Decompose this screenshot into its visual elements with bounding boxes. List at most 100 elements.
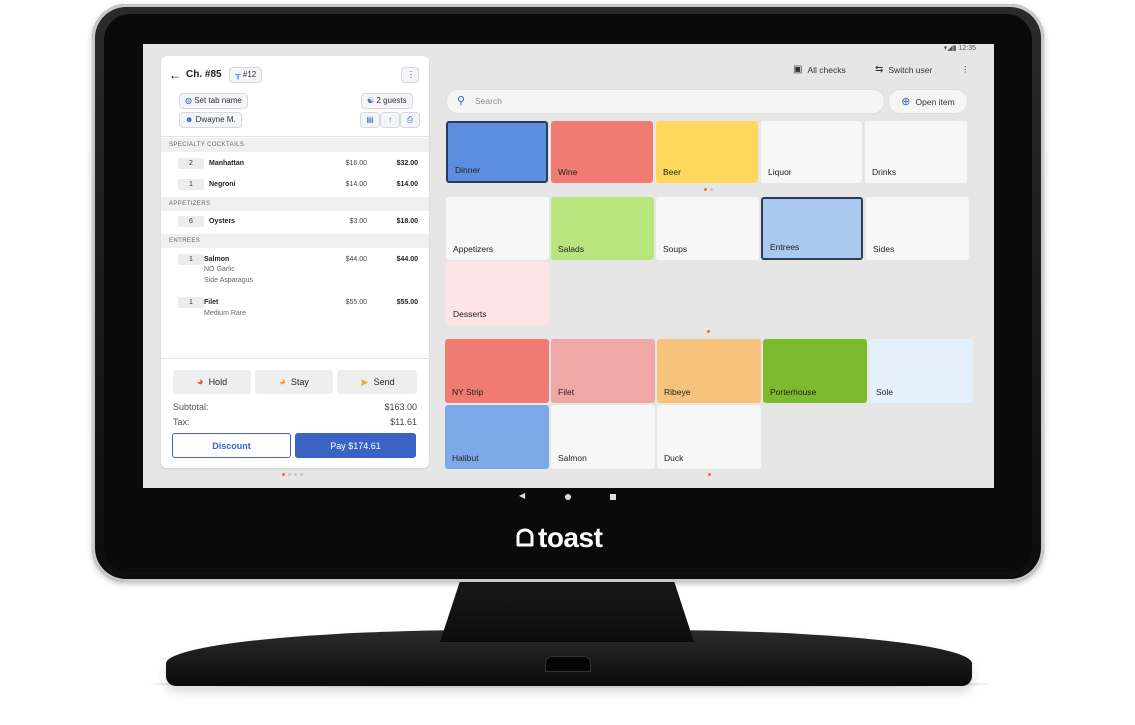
category-tile[interactable]: Desserts [446, 262, 549, 325]
tile-label: Liquor [768, 167, 792, 177]
item-price: $16.00 [345, 160, 367, 167]
send-icon: ➤ [359, 376, 369, 389]
tile-label: Appetizers [453, 244, 494, 254]
category-tile[interactable]: Soups [656, 197, 759, 260]
section-header: APPETIZERS [161, 197, 429, 211]
category-tile[interactable]: Sides [866, 197, 969, 260]
split-icon[interactable]: ▤ [360, 112, 380, 128]
server-button[interactable]: ☻ Dwayne M. [179, 112, 242, 128]
menu-group-tile[interactable]: Dinner [446, 121, 548, 183]
tax-value: $11.61 [390, 417, 417, 427]
send-button[interactable]: ➤ Send [337, 370, 417, 394]
page-dot-active [704, 188, 707, 191]
menu-group-tile[interactable]: Drinks [865, 121, 967, 183]
menu-item-tile[interactable]: Sole [869, 339, 973, 403]
search-icon: ⚲ [457, 95, 466, 107]
tile-label: Salads [558, 244, 584, 254]
page-dot-active [707, 330, 710, 333]
more-icon[interactable]: ⋮ [401, 67, 419, 83]
user-icon: ☻ [185, 115, 194, 124]
send-label: Send [373, 377, 395, 387]
hold-button[interactable]: ◕ Hold [173, 370, 251, 394]
check-panel: ← Ch. #85 ╥ #12 ⋮ ◍ Set tab name ☯ 2 gue… [161, 56, 429, 468]
menu-group-tile[interactable]: Wine [551, 121, 653, 183]
menu-item-tile[interactable]: Salmon [551, 405, 655, 469]
menu-item-tile[interactable]: Filet [551, 339, 655, 403]
pay-button[interactable]: Pay $174.61 [295, 433, 416, 458]
home-nav-icon[interactable] [565, 494, 571, 500]
back-arrow-icon[interactable]: ← [169, 68, 181, 82]
tile-label: Porterhouse [770, 387, 817, 397]
fork-icon[interactable]: ↑ [380, 112, 400, 128]
all-checks-label: All checks [807, 64, 846, 75]
plus-circle-icon: ⊕ [901, 96, 911, 108]
page-dot [294, 473, 297, 476]
page-dot [300, 473, 303, 476]
search-bar[interactable]: ⚲ Search [446, 89, 885, 114]
recents-nav-icon[interactable] [610, 494, 616, 500]
item-name[interactable]: Filet [204, 299, 219, 306]
tile-label: Salmon [558, 453, 587, 463]
tile-label: NY Strip [452, 387, 484, 397]
section-header: ENTREES [161, 234, 429, 248]
menu-item-tile[interactable]: Ribeye [657, 339, 761, 403]
menu-item-tile[interactable]: Porterhouse [763, 339, 867, 403]
all-checks-button[interactable]: ▣ All checks [793, 64, 846, 75]
item-modifier: Medium Rare [204, 310, 247, 317]
overflow-menu-icon[interactable]: ⋮ [961, 64, 970, 74]
print-icon[interactable]: ⎙ [400, 112, 420, 128]
menu-group-tile[interactable]: Liquor [761, 121, 862, 183]
item-total: $55.00 [396, 299, 418, 306]
section-header: SPECIALTY COCKTAILS [161, 138, 429, 152]
item-name[interactable]: Negroni [209, 181, 236, 188]
checks-icon: ▣ [793, 64, 803, 75]
item-name[interactable]: Manhattan [209, 160, 244, 167]
status-bar: ▾◢▮ 12:35 [943, 45, 976, 52]
search-placeholder: Search [475, 96, 502, 106]
item-total: $44.00 [396, 256, 418, 263]
tile-label: Wine [558, 167, 578, 177]
category-tile[interactable]: Salads [551, 197, 654, 260]
item-qty: 1 [178, 179, 204, 190]
back-nav-icon[interactable]: ◀ [519, 491, 526, 500]
item-price: $44.00 [345, 256, 367, 263]
menu-group-tile[interactable]: Beer [656, 121, 758, 183]
status-time: 12:35 [958, 45, 976, 52]
menu-item-tile[interactable]: Halibut [445, 405, 549, 469]
subtotal-value: $163.00 [384, 402, 417, 412]
tax-label: Tax: [173, 417, 190, 427]
page-dot [710, 188, 713, 191]
guests-button[interactable]: ☯ 2 guests [361, 93, 413, 109]
toast-logo-icon [516, 528, 534, 547]
item-price: $3.00 [349, 218, 367, 225]
set-tab-name-button[interactable]: ◍ Set tab name [179, 93, 248, 109]
switch-user-label: Switch user [888, 64, 933, 75]
brand-name: toast [538, 522, 603, 553]
item-modifier: Side Asparagus [204, 277, 254, 284]
table-chip[interactable]: ╥ #12 [229, 67, 263, 83]
divider [161, 136, 429, 137]
item-total: $32.00 [396, 160, 418, 167]
item-qty: 6 [178, 216, 204, 227]
tile-label: Halibut [452, 453, 479, 463]
item-name[interactable]: Salmon [204, 256, 230, 263]
item-name[interactable]: Oysters [209, 218, 236, 225]
hold-icon: ◕ [196, 376, 204, 388]
tile-label: Sides [873, 244, 895, 254]
item-total: $18.00 [396, 218, 418, 225]
category-tile[interactable]: Entrees [761, 197, 863, 260]
tile-label: Duck [664, 453, 684, 463]
tile-label: Desserts [453, 309, 487, 319]
guests-icon: ☯ [367, 96, 375, 105]
menu-item-tile[interactable]: Duck [657, 405, 761, 469]
switch-user-button[interactable]: ⇆ Switch user [875, 64, 932, 75]
check-title: Ch. #85 [186, 69, 222, 80]
item-price: $14.00 [345, 181, 367, 188]
stay-button[interactable]: ◕ Stay [255, 370, 333, 394]
discount-button[interactable]: Discount [172, 433, 291, 458]
swap-icon: ⇆ [875, 64, 884, 75]
open-item-button[interactable]: ⊕ Open item [888, 89, 968, 114]
category-tile[interactable]: Appetizers [446, 197, 549, 260]
item-total: $14.00 [396, 181, 418, 188]
menu-item-tile[interactable]: NY Strip [445, 339, 549, 403]
